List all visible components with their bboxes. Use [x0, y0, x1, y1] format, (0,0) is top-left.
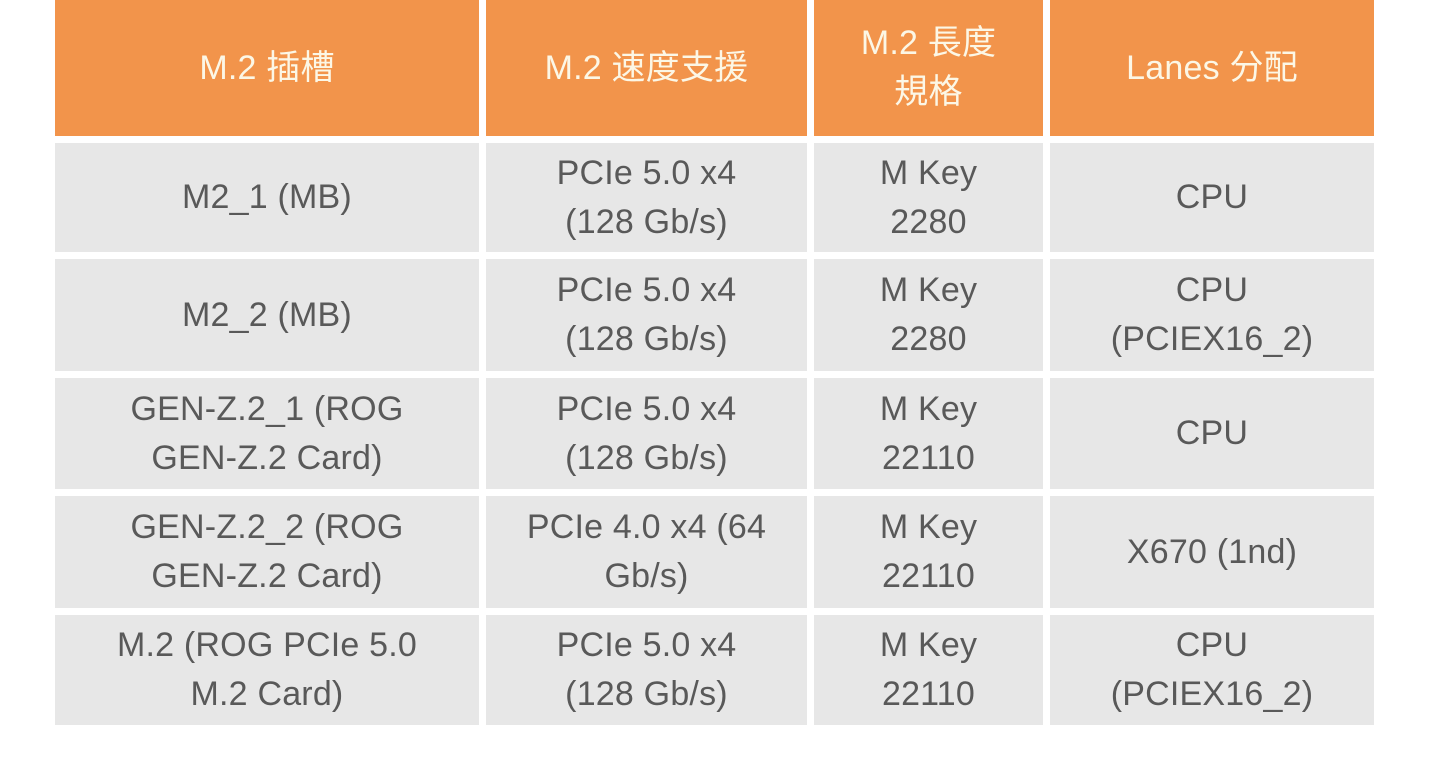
col-header-m2-length: M.2 長度 規格: [814, 0, 1043, 136]
cell-slot: GEN-Z.2_2 (ROG GEN-Z.2 Card): [55, 496, 479, 608]
cell-length: M Key 22110: [814, 615, 1043, 725]
cell-slot: M.2 (ROG PCIe 5.0 M.2 Card): [55, 615, 479, 725]
cell-length: M Key 2280: [814, 143, 1043, 252]
cell-slot: M2_1 (MB): [55, 143, 479, 252]
cell-slot: GEN-Z.2_1 (ROG GEN-Z.2 Card): [55, 378, 479, 489]
cell-length: M Key 22110: [814, 496, 1043, 608]
cell-speed: PCIe 4.0 x4 (64 Gb/s): [486, 496, 807, 608]
cell-slot: M2_2 (MB): [55, 259, 479, 371]
cell-lanes: X670 (1nd): [1050, 496, 1374, 608]
col-header-m2-speed: M.2 速度支援: [486, 0, 807, 136]
cell-lanes: CPU (PCIEX16_2): [1050, 259, 1374, 371]
cell-lanes: CPU (PCIEX16_2): [1050, 615, 1374, 725]
cell-speed: PCIe 5.0 x4 (128 Gb/s): [486, 259, 807, 371]
cell-length: M Key 22110: [814, 378, 1043, 489]
col-header-lanes: Lanes 分配: [1050, 0, 1374, 136]
cell-lanes: CPU: [1050, 143, 1374, 252]
m2-spec-table: M.2 插槽 M.2 速度支援 M.2 長度 規格 Lanes 分配 M2_1 …: [55, 0, 1374, 725]
col-header-m2-slot: M.2 插槽: [55, 0, 479, 136]
cell-speed: PCIe 5.0 x4 (128 Gb/s): [486, 143, 807, 252]
cell-speed: PCIe 5.0 x4 (128 Gb/s): [486, 615, 807, 725]
cell-length: M Key 2280: [814, 259, 1043, 371]
cell-lanes: CPU: [1050, 378, 1374, 489]
cell-speed: PCIe 5.0 x4 (128 Gb/s): [486, 378, 807, 489]
